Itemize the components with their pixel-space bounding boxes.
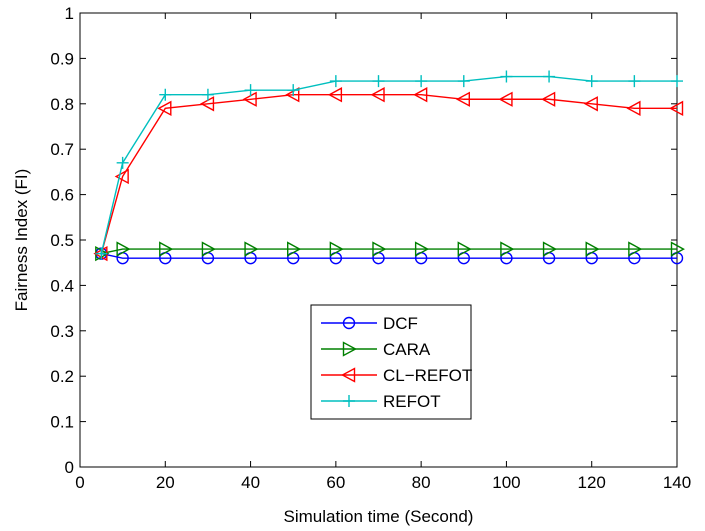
- triangle-right-marker: [414, 241, 430, 257]
- plus-marker: [500, 70, 513, 83]
- legend-item-cl-refot: CL−REFOT: [321, 366, 472, 385]
- plus-marker: [372, 75, 385, 88]
- triangle-left-marker: [413, 87, 428, 103]
- y-axis-label: Fairness Index (FI): [12, 169, 31, 312]
- plus-marker: [201, 88, 214, 101]
- y-tick-label: 0: [65, 458, 74, 477]
- x-tick-label: 140: [663, 473, 691, 492]
- plus-marker: [628, 75, 641, 88]
- legend-box: [310, 304, 472, 420]
- legend-label: CL−REFOT: [383, 366, 472, 385]
- legend-label: REFOT: [383, 392, 441, 411]
- triangle-right-marker: [670, 241, 685, 257]
- triangle-left-marker: [583, 96, 598, 112]
- plus-marker: [457, 75, 470, 88]
- plus-marker: [244, 84, 257, 97]
- triangle-right-marker: [116, 241, 131, 257]
- plus-marker: [343, 395, 355, 407]
- triangle-left-marker: [157, 100, 172, 117]
- triangle-right-marker: [372, 241, 387, 257]
- x-tick-label: 60: [326, 473, 345, 492]
- plus-marker: [585, 75, 598, 88]
- triangle-right-marker: [585, 241, 600, 257]
- x-tick-label: 100: [492, 473, 520, 492]
- triangle-right-marker: [201, 241, 216, 257]
- x-tick-label: 0: [75, 473, 84, 492]
- plus-marker: [116, 156, 129, 169]
- y-tick-label: 0.2: [50, 367, 74, 386]
- triangle-right-marker: [628, 241, 643, 257]
- triangle-right-marker: [244, 241, 259, 257]
- y-tick-label: 0.6: [50, 186, 74, 205]
- x-tick-label: 40: [241, 473, 260, 492]
- series-layer: [93, 70, 685, 265]
- y-tick-label: 1: [65, 4, 74, 23]
- y-tick-label: 0.3: [50, 322, 74, 341]
- triangle-left-marker: [455, 91, 470, 107]
- plus-marker: [415, 75, 428, 88]
- triangle-right-marker: [457, 241, 472, 257]
- y-tick-label: 0.4: [50, 276, 74, 295]
- y-tick-label: 0.1: [50, 413, 74, 432]
- triangle-left-marker: [327, 87, 343, 103]
- triangle-right-marker: [342, 341, 357, 357]
- x-tick-label: 20: [156, 473, 175, 492]
- plus-marker: [671, 75, 683, 88]
- triangle-left-marker: [669, 100, 684, 117]
- y-tick-label: 0.9: [50, 49, 74, 68]
- triangle-left-marker: [341, 367, 356, 383]
- triangle-left-marker: [498, 91, 513, 107]
- plus-marker: [159, 88, 172, 101]
- series-line-dcf: [101, 252, 677, 259]
- triangle-left-marker: [626, 100, 641, 117]
- plus-marker: [287, 84, 300, 97]
- triangle-left-marker: [114, 168, 129, 185]
- legend-label: CARA: [383, 340, 431, 359]
- plus-marker: [95, 247, 108, 260]
- triangle-right-marker: [159, 241, 174, 257]
- legend: DCF CARA CL−REFOT REFOT: [310, 304, 472, 420]
- x-tick-label: 80: [412, 473, 431, 492]
- triangle-right-marker: [329, 241, 344, 257]
- triangle-left-marker: [370, 87, 385, 103]
- y-tick-label: 0.7: [50, 140, 74, 159]
- plus-marker: [329, 75, 342, 88]
- legend-item-dcf: DCF: [321, 314, 418, 333]
- series-cara: [95, 241, 685, 262]
- series-refot: [95, 70, 683, 260]
- legend-item-refot: REFOT: [321, 392, 441, 411]
- y-tick-label: 0.8: [50, 95, 74, 114]
- triangle-left-marker: [541, 91, 556, 107]
- triangle-right-marker: [287, 241, 302, 257]
- series-line-cara: [101, 248, 677, 255]
- legend-label: DCF: [383, 314, 418, 333]
- x-tick-label: 120: [578, 473, 606, 492]
- y-tick-label: 0.5: [50, 231, 74, 250]
- plus-marker: [543, 70, 556, 83]
- triangle-right-marker: [542, 241, 558, 257]
- legend-item-cara: CARA: [321, 340, 431, 359]
- series-line-cl-refot: [100, 94, 677, 254]
- circle-marker: [342, 316, 356, 330]
- x-axis-label: Simulation time (Second): [284, 507, 474, 526]
- triangle-right-marker: [500, 241, 515, 257]
- axes: 0 20 40 60 80 100 120 140 0 0.1 0.2 0.3 0.4 0.5 0.6 0.7…: [50, 4, 691, 492]
